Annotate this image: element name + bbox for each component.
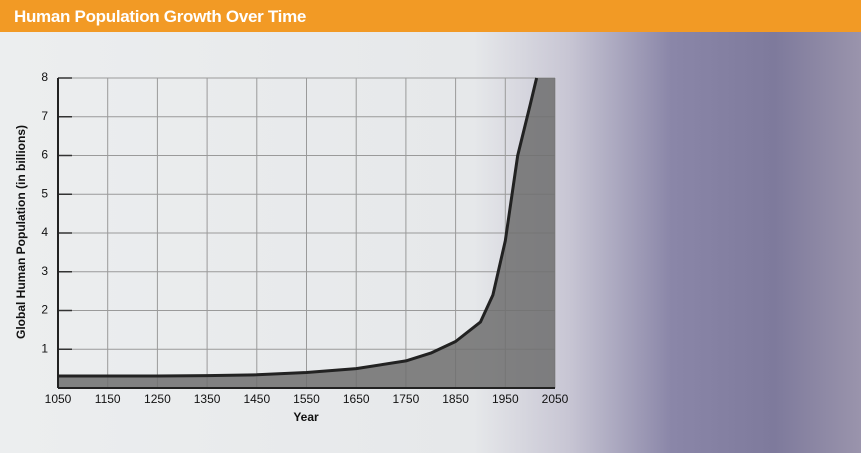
x-tick-label: 1850 [442,392,469,406]
y-tick-label: 2 [41,303,48,317]
y-tick-label: 8 [41,70,48,84]
x-tick-label: 1750 [393,392,420,406]
y-tick-label: 1 [41,341,48,355]
area [58,78,555,388]
line [58,77,539,378]
y-tick-label: 4 [41,225,48,239]
y-tick-label: 6 [41,148,48,162]
x-tick-label: 2050 [542,392,569,406]
y-axis-label: Global Human Population (in billions) [14,125,28,339]
y-tick-label: 7 [41,109,48,123]
x-tick-label: 1450 [243,392,270,406]
y-tick-label: 3 [41,264,48,278]
x-axis-label: Year [293,410,319,424]
header: Human Population Growth Over Time [0,0,861,32]
chart-title: Human Population Growth Over Time [14,7,307,26]
x-tick-label: 1550 [293,392,320,406]
x-tick-label: 1350 [194,392,221,406]
y-tick-label: 5 [41,186,48,200]
x-tick-label: 1650 [343,392,370,406]
x-tick-label: 1050 [45,392,72,406]
x-tick-label: 1150 [95,392,121,406]
x-tick-label: 1250 [144,392,171,406]
x-tick-label: 1950 [492,392,519,406]
